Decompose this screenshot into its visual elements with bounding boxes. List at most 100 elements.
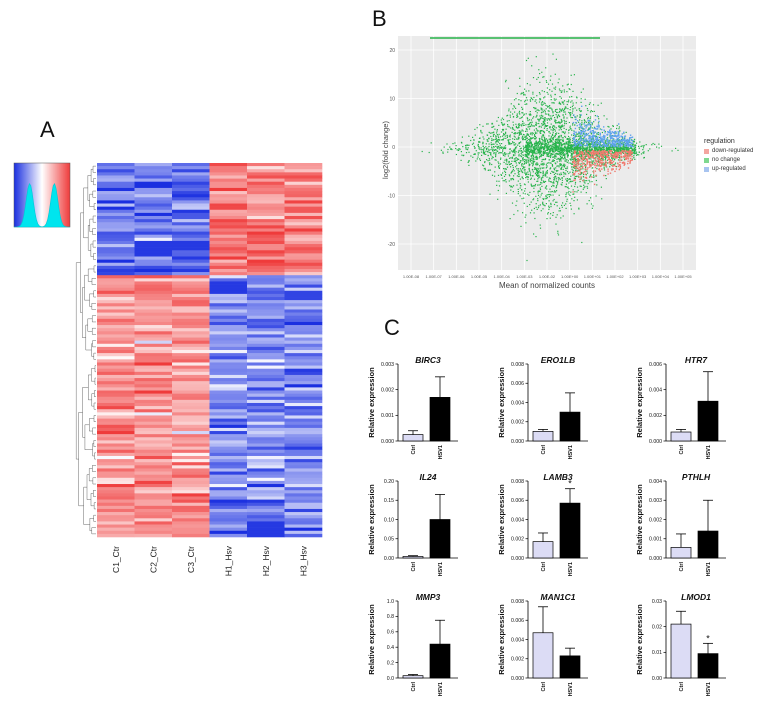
ma-point — [525, 135, 527, 137]
ma-point — [562, 171, 564, 173]
ma-point — [628, 150, 631, 152]
ma-point — [583, 152, 586, 154]
ma-point — [535, 110, 537, 112]
ma-point — [584, 169, 587, 171]
ma-point — [526, 146, 528, 148]
ma-point — [582, 145, 584, 147]
ma-point — [542, 170, 544, 172]
heatmap-cell — [134, 278, 173, 282]
heatmap-cell — [284, 421, 323, 426]
ma-point — [609, 166, 611, 168]
ma-point — [578, 170, 580, 172]
ma-point — [526, 259, 528, 262]
heatmap-cell — [134, 284, 173, 288]
dendrogram-branch — [93, 502, 96, 510]
ma-point — [506, 161, 508, 163]
ma-point — [614, 152, 616, 154]
ma-point — [504, 145, 507, 147]
ma-point — [573, 137, 575, 139]
ma-point — [528, 142, 531, 144]
ma-point — [539, 81, 541, 83]
heatmap-cell — [247, 262, 285, 267]
ma-point — [523, 134, 525, 136]
ma-point — [480, 147, 482, 149]
ma-point — [583, 144, 586, 147]
ma-point — [558, 142, 560, 144]
ma-point — [607, 150, 609, 152]
heatmap-cell — [134, 197, 173, 201]
ma-point — [586, 170, 588, 172]
heatmap-cell — [247, 315, 285, 320]
ma-point — [544, 174, 546, 176]
ma-point — [571, 156, 573, 158]
ma-point — [570, 150, 572, 152]
ma-point — [545, 180, 547, 183]
ma-point — [543, 181, 545, 183]
ma-point — [575, 151, 577, 154]
ma-point — [519, 178, 521, 180]
ma-point — [577, 148, 579, 151]
ma-point — [566, 117, 568, 119]
ma-point — [592, 150, 595, 152]
ma-point — [537, 170, 539, 173]
ma-point — [619, 149, 621, 151]
ma-point — [595, 128, 597, 130]
heatmap-cell — [247, 268, 285, 273]
ma-point — [505, 192, 507, 194]
ma-point — [487, 151, 489, 153]
heatmap-cell — [97, 290, 135, 295]
ma-point — [535, 155, 537, 158]
ma-point — [504, 133, 506, 135]
ma-point — [611, 162, 613, 164]
ma-point — [538, 150, 541, 152]
ma-point — [529, 139, 531, 141]
ma-point — [559, 152, 561, 154]
ma-point — [561, 148, 563, 150]
ma-point — [606, 148, 609, 150]
ma-point — [566, 138, 568, 140]
heatmap-cell — [172, 393, 210, 398]
ma-point — [603, 146, 605, 148]
ma-point — [596, 126, 599, 128]
ma-point — [580, 177, 582, 179]
ma-point — [537, 142, 539, 144]
ma-point — [511, 156, 513, 158]
ma-point — [592, 146, 595, 148]
ma-point — [561, 91, 563, 93]
ma-point — [551, 147, 553, 150]
ma-point — [612, 156, 614, 158]
ma-point — [550, 107, 552, 109]
ma-point — [519, 170, 521, 172]
ma-point — [601, 144, 604, 146]
ma-point — [602, 140, 604, 142]
ma-point — [547, 141, 549, 144]
ma-point — [618, 146, 620, 148]
ma-point — [556, 111, 558, 114]
ma-point — [578, 138, 580, 140]
ma-point — [596, 163, 599, 165]
ma-point — [574, 183, 576, 185]
ma-point — [440, 149, 442, 151]
ma-point — [557, 141, 559, 143]
ma-point — [553, 135, 556, 137]
heatmap-cell — [97, 443, 135, 447]
ma-point — [632, 140, 634, 142]
ma-point — [558, 125, 560, 127]
ma-point — [568, 162, 570, 164]
heatmap-cell — [97, 268, 135, 273]
ma-point — [619, 145, 622, 147]
ma-point — [572, 146, 574, 148]
ma-point — [627, 144, 629, 146]
ma-point — [578, 127, 580, 129]
ma-point — [513, 144, 515, 146]
ma-point — [562, 152, 564, 154]
ma-point — [589, 161, 591, 164]
ma-point — [476, 158, 478, 160]
ma-point — [545, 164, 547, 166]
ma-point — [529, 139, 531, 142]
ma-point — [621, 144, 623, 146]
ma-point — [548, 114, 550, 116]
ma-point — [579, 145, 581, 147]
ma-point — [505, 132, 507, 134]
ma-point — [553, 146, 556, 148]
